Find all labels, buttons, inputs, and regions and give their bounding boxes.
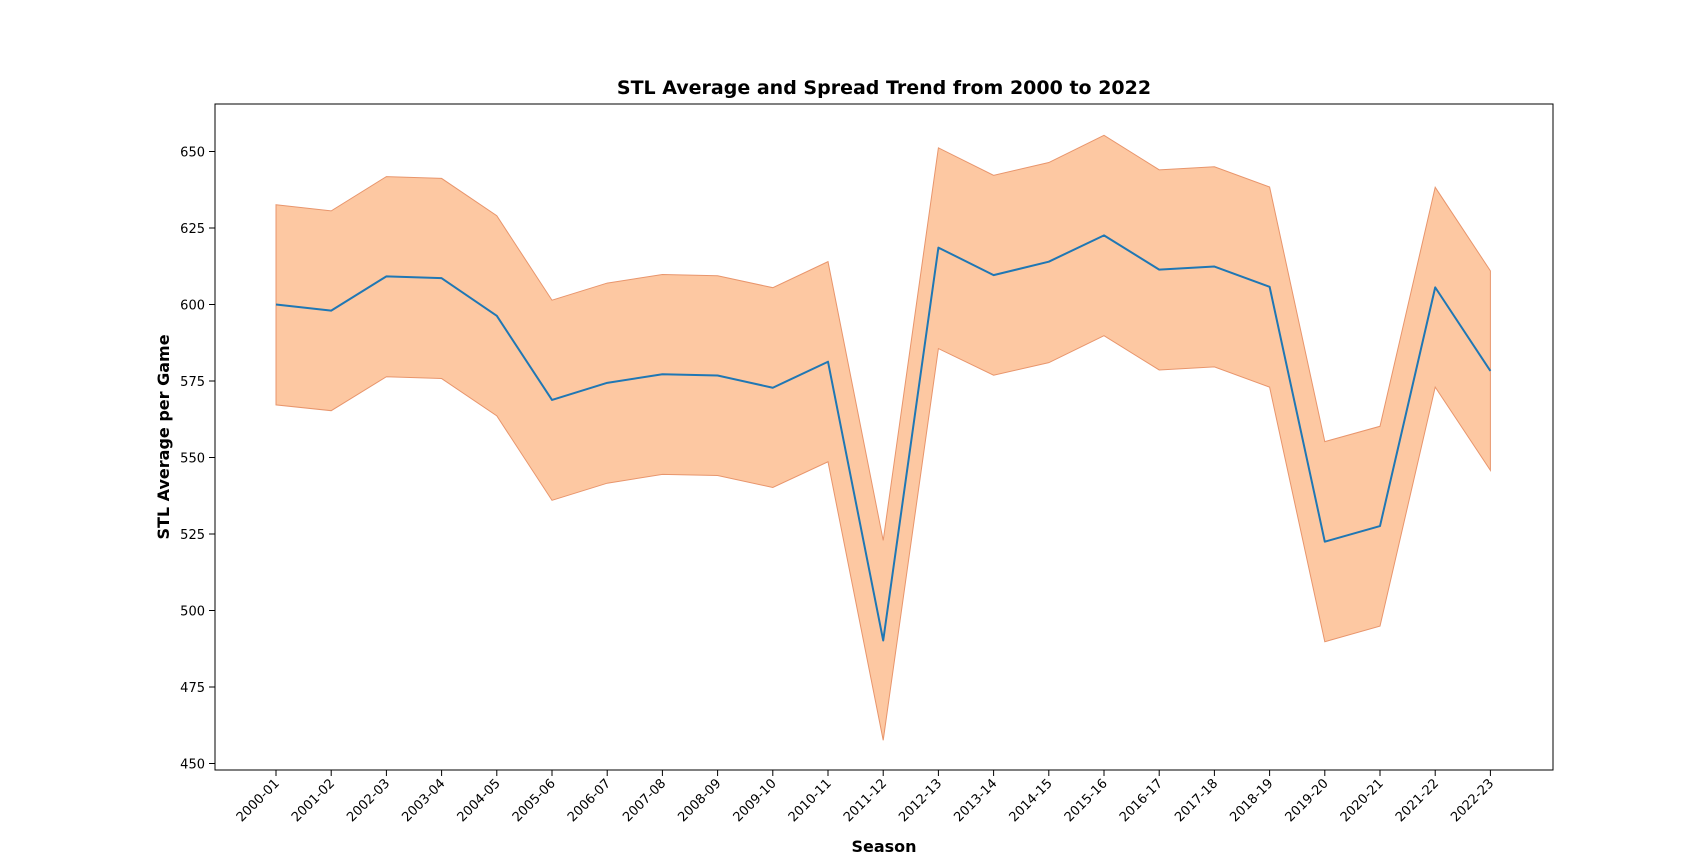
y-tick-label: 550 bbox=[180, 452, 205, 467]
plot-frame bbox=[214, 103, 1554, 771]
x-axis-title: Season bbox=[851, 837, 916, 856]
y-tick-label: 525 bbox=[180, 528, 205, 543]
y-tick-label: 600 bbox=[180, 299, 205, 314]
y-axis: 450 475 500 525 550 575 600 625 650 bbox=[180, 146, 215, 773]
y-tick-label: 500 bbox=[180, 605, 205, 620]
y-tick-label: 625 bbox=[180, 222, 205, 237]
average-line bbox=[275, 234, 1492, 642]
chart-title: STL Average and Spread Trend from 2000 t… bbox=[617, 77, 1151, 99]
y-axis-title: STL Average per Game bbox=[154, 334, 173, 539]
spread-band bbox=[275, 134, 1491, 741]
y-tick-label: 450 bbox=[180, 758, 205, 773]
y-tick-label: 650 bbox=[180, 146, 205, 161]
y-tick-label: 475 bbox=[180, 681, 205, 696]
average-line-layer bbox=[275, 234, 1492, 642]
spread-band-layer bbox=[275, 134, 1491, 741]
y-tick-label: 575 bbox=[180, 375, 205, 390]
